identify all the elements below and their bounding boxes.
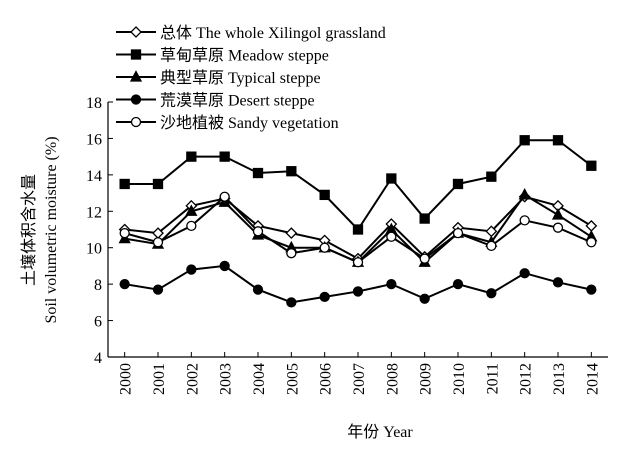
x-tick-label: 2010 [451,363,468,395]
marker [386,173,397,184]
marker [486,288,497,299]
y-axis-label: 土壤体积含水量 [19,174,38,286]
marker [319,189,330,201]
y-axis-label: Soil volumetric moisture (%) [43,136,60,323]
marker [586,284,597,295]
marker [519,268,530,279]
marker [452,178,464,190]
y-tick-label: 10 [86,241,102,258]
marker [352,224,364,235]
marker [252,284,264,295]
x-tick-label: 2013 [551,363,568,395]
marker [519,135,530,146]
marker [486,171,497,182]
marker [152,284,164,295]
y-tick-label: 12 [86,204,102,221]
marker [252,226,264,237]
marker [585,219,598,232]
x-tick-label: 2001 [151,363,168,395]
marker [152,237,164,248]
x-axis-label: 年份 Year [347,423,413,441]
x-tick-label: 2002 [184,363,201,395]
marker [219,191,230,202]
y-tick-label: 4 [94,350,102,367]
x-tick-label: 2003 [218,363,235,395]
marker [286,248,297,259]
y-tick-label: 16 [86,131,102,148]
x-tick-label: 2011 [484,363,501,394]
marker [586,237,597,248]
marker [486,240,497,252]
legend-label: 典型草原 Typical steppe [160,69,321,87]
x-tick-label: 2014 [584,363,601,395]
marker [252,167,264,179]
y-tick-label: 8 [94,277,102,294]
marker [319,291,330,303]
x-tick-label: 2006 [318,363,335,395]
marker [352,286,364,297]
legend-marker [129,70,143,82]
marker [552,135,564,146]
legend-label: 草甸草原 Meadow steppe [160,47,329,65]
marker [518,187,531,200]
marker [186,220,197,232]
legend-marker [130,49,142,60]
marker [552,277,564,288]
legend-marker [130,116,142,128]
x-tick-label: 2009 [418,363,435,395]
marker [219,151,230,162]
marker [152,178,164,190]
marker [419,213,430,224]
marker [452,227,464,239]
marker [419,253,430,264]
marker [551,208,565,220]
x-tick-label: 2012 [518,363,535,395]
marker [219,260,230,272]
marker [119,278,130,290]
marker [519,215,530,226]
marker [286,166,297,177]
y-tick-label: 6 [94,314,102,331]
x-tick-label: 2004 [251,363,268,395]
marker [352,257,364,268]
marker [286,297,297,308]
y-tick-label: 18 [86,95,102,112]
x-tick-label: 2000 [118,363,135,395]
marker [586,160,597,171]
marker [186,264,197,275]
legend-label: 沙地植被 Sandy vegetation [160,114,339,132]
marker [119,178,130,190]
marker [419,293,430,304]
legend-marker [130,94,142,105]
marker [386,231,397,242]
marker [552,222,564,233]
marker [186,151,197,162]
legend-label: 总体 The whole Xilingol grassland [160,24,386,42]
marker [185,204,198,216]
x-tick-label: 2007 [351,363,368,395]
marker [285,227,298,240]
marker [319,242,330,253]
marker [119,227,130,239]
marker [452,278,464,290]
x-tick-label: 2005 [284,363,301,395]
y-tick-label: 14 [86,168,102,185]
x-tick-label: 2008 [384,363,401,395]
legend-label: 荒漠草原 Desert steppe [160,92,315,110]
legend-marker [130,26,142,38]
marker [386,278,397,290]
